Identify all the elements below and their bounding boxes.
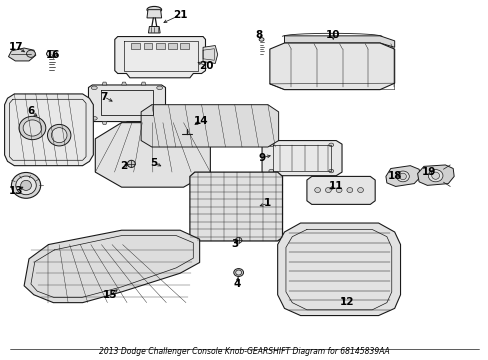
Text: 6: 6 [27,106,35,116]
Text: 7: 7 [100,92,107,102]
Ellipse shape [235,237,242,243]
Text: 21: 21 [173,10,187,20]
Polygon shape [24,230,199,303]
Polygon shape [180,43,188,49]
Ellipse shape [179,117,194,127]
Polygon shape [189,172,282,241]
Polygon shape [277,223,400,316]
Text: 17: 17 [9,42,23,51]
Ellipse shape [357,188,363,193]
Polygon shape [95,123,210,187]
Polygon shape [102,122,107,125]
Polygon shape [141,105,278,147]
Text: 2013 Dodge Challenger Console Knob-GEARSHIFT Diagram for 68145839AA: 2013 Dodge Challenger Console Knob-GEARS… [99,347,389,356]
Text: 9: 9 [258,153,264,163]
Text: 14: 14 [194,116,208,126]
Ellipse shape [51,128,67,143]
Polygon shape [122,122,126,125]
Ellipse shape [233,269,243,276]
Ellipse shape [314,188,320,193]
Ellipse shape [47,125,71,146]
Ellipse shape [16,176,36,195]
Polygon shape [141,122,146,125]
Ellipse shape [427,170,442,182]
Ellipse shape [23,120,41,136]
Ellipse shape [346,188,352,193]
Text: 4: 4 [233,279,241,289]
Ellipse shape [259,38,264,41]
Polygon shape [115,37,205,78]
Ellipse shape [183,120,190,125]
Text: 12: 12 [339,297,353,307]
Polygon shape [141,82,146,85]
Ellipse shape [399,173,406,180]
Polygon shape [167,43,176,49]
Polygon shape [262,140,341,176]
Ellipse shape [20,180,31,190]
Ellipse shape [268,143,273,147]
Polygon shape [148,27,160,33]
Text: 1: 1 [264,198,271,208]
Ellipse shape [91,117,97,120]
Ellipse shape [11,172,41,198]
Ellipse shape [147,6,161,13]
Ellipse shape [127,160,135,167]
Ellipse shape [396,171,408,182]
Text: 20: 20 [199,61,213,71]
Ellipse shape [328,169,333,173]
Text: 13: 13 [9,186,23,196]
Polygon shape [143,43,152,49]
Polygon shape [284,36,394,47]
Text: 18: 18 [386,171,401,181]
Polygon shape [102,82,107,85]
Ellipse shape [157,117,162,120]
Polygon shape [156,43,164,49]
Polygon shape [385,166,420,186]
Ellipse shape [26,50,35,57]
Ellipse shape [328,143,333,147]
Polygon shape [306,176,374,204]
Ellipse shape [157,86,162,90]
Ellipse shape [91,86,97,90]
Ellipse shape [46,50,57,57]
Polygon shape [417,165,453,185]
Text: 10: 10 [325,30,340,40]
Text: 19: 19 [421,167,435,177]
Ellipse shape [268,169,273,173]
Polygon shape [8,48,36,61]
Ellipse shape [19,116,46,140]
Polygon shape [203,45,217,63]
Ellipse shape [176,114,197,130]
Ellipse shape [325,188,330,193]
Text: 2: 2 [120,161,127,171]
Polygon shape [122,82,126,85]
Text: 16: 16 [46,50,61,60]
Polygon shape [88,85,165,122]
Text: 11: 11 [328,181,343,192]
Ellipse shape [431,172,439,179]
Ellipse shape [335,188,341,193]
Polygon shape [147,10,161,18]
Polygon shape [4,94,93,166]
Text: 8: 8 [255,30,262,40]
Text: 15: 15 [103,290,118,300]
Text: 5: 5 [150,158,158,168]
Polygon shape [269,43,394,90]
Polygon shape [131,43,140,49]
Text: 3: 3 [231,239,238,249]
Ellipse shape [235,270,241,275]
